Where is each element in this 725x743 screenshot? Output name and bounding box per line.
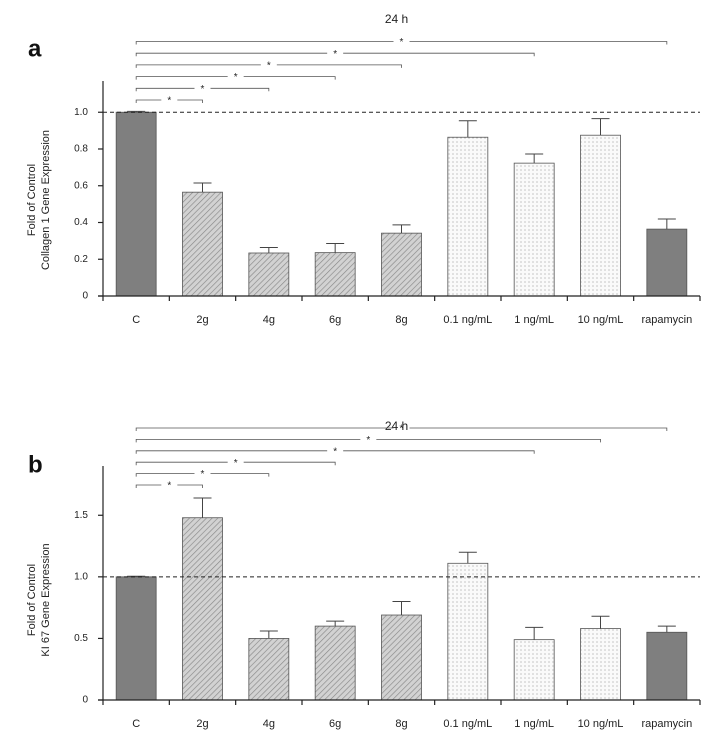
chart-title: 24 h (385, 419, 408, 433)
bar (646, 631, 688, 701)
error-bar (525, 626, 544, 640)
y-tick-label: 1.0 (74, 107, 88, 118)
error-bar (591, 615, 610, 629)
error-bar (392, 224, 411, 234)
x-tick-label: 2g (196, 314, 208, 326)
bar (381, 614, 422, 701)
error-bar (525, 153, 544, 164)
bar (580, 134, 621, 297)
panel-letter: b (28, 451, 43, 478)
error-bar (259, 246, 278, 253)
significance-bracket (135, 473, 270, 477)
bar (646, 228, 688, 297)
x-tick-label: 4g (263, 314, 275, 326)
y-tick-label: 0.4 (74, 217, 88, 228)
bar (381, 232, 422, 297)
significance-bracket (135, 461, 336, 466)
bar (182, 517, 223, 701)
significance-label: * (267, 61, 271, 72)
y-axis-label: KI 67 Gene Expression (40, 543, 52, 656)
y-axis-label: Fold of Control (26, 164, 38, 236)
bar (248, 252, 290, 297)
y-axis-label: Collagen 1 Gene Expression (40, 130, 52, 270)
significance-label: * (201, 84, 205, 95)
significance-label: * (366, 435, 370, 446)
x-tick-label: 4g (263, 718, 275, 730)
x-tick-label: 6g (329, 314, 341, 326)
significance-label: * (333, 446, 337, 457)
error-bar (591, 118, 610, 136)
bar (115, 111, 157, 297)
bar (447, 136, 489, 297)
significance-label: * (201, 469, 205, 480)
error-bar (259, 630, 278, 639)
significance-bracket (135, 76, 336, 80)
x-tick-label: 1 ng/mL (514, 718, 554, 730)
significance-label: * (234, 72, 238, 83)
x-tick-label: 0.1 ng/mL (443, 718, 492, 730)
bar (248, 638, 290, 701)
x-tick-label: 10 ng/mL (578, 718, 624, 730)
bar (314, 625, 356, 701)
error-bar (193, 497, 212, 518)
x-tick-label: 8g (395, 314, 407, 326)
significance-label: * (167, 481, 171, 492)
significance-bracket (135, 41, 668, 45)
significance-label: * (400, 424, 404, 435)
error-bar (326, 620, 345, 627)
error-bar (392, 600, 411, 616)
x-tick-label: rapamycin (641, 314, 692, 326)
significance-label: * (400, 37, 404, 48)
y-tick-label: 0.5 (74, 633, 88, 644)
x-tick-label: rapamycin (641, 718, 692, 730)
chart-title: 24 h (385, 12, 408, 26)
error-bar (127, 110, 146, 113)
significance-label: * (167, 96, 171, 107)
bar (513, 162, 555, 297)
error-bar (193, 182, 212, 193)
bar (314, 252, 356, 297)
bar (182, 191, 223, 297)
y-tick-label: 1.5 (74, 510, 88, 521)
significance-bracket (135, 52, 535, 57)
error-bar (127, 575, 146, 577)
x-tick-label: 1 ng/mL (514, 314, 554, 326)
panel-letter: a (28, 35, 42, 62)
y-tick-label: 1.0 (74, 571, 88, 582)
y-tick-label: 0.2 (74, 254, 88, 265)
x-tick-label: 10 ng/mL (578, 314, 624, 326)
error-bar (458, 120, 477, 138)
x-tick-label: 6g (329, 718, 341, 730)
error-bar (326, 242, 345, 253)
significance-bracket (135, 99, 203, 103)
significance-label: * (333, 49, 337, 60)
bar (447, 562, 489, 701)
significance-bracket (135, 427, 668, 431)
error-bar (458, 551, 477, 564)
y-axis-label: Fold of Control (26, 564, 38, 636)
x-tick-label: 8g (395, 718, 407, 730)
significance-bracket (135, 87, 270, 92)
bar (580, 628, 621, 701)
y-tick-label: 0 (82, 291, 88, 302)
significance-label: * (234, 458, 238, 469)
x-tick-label: 0.1 ng/mL (443, 314, 492, 326)
y-tick-label: 0.8 (74, 144, 88, 155)
error-bar (657, 625, 676, 633)
y-tick-label: 0 (82, 695, 88, 706)
error-bar (657, 218, 676, 230)
x-tick-label: C (132, 314, 140, 326)
significance-bracket (135, 484, 203, 488)
bar (115, 576, 157, 701)
x-tick-label: 2g (196, 718, 208, 730)
x-tick-label: C (132, 718, 140, 730)
y-tick-label: 0.6 (74, 180, 88, 191)
significance-bracket (135, 64, 402, 68)
significance-bracket (135, 450, 535, 454)
significance-bracket (135, 439, 601, 443)
bar (513, 639, 555, 701)
